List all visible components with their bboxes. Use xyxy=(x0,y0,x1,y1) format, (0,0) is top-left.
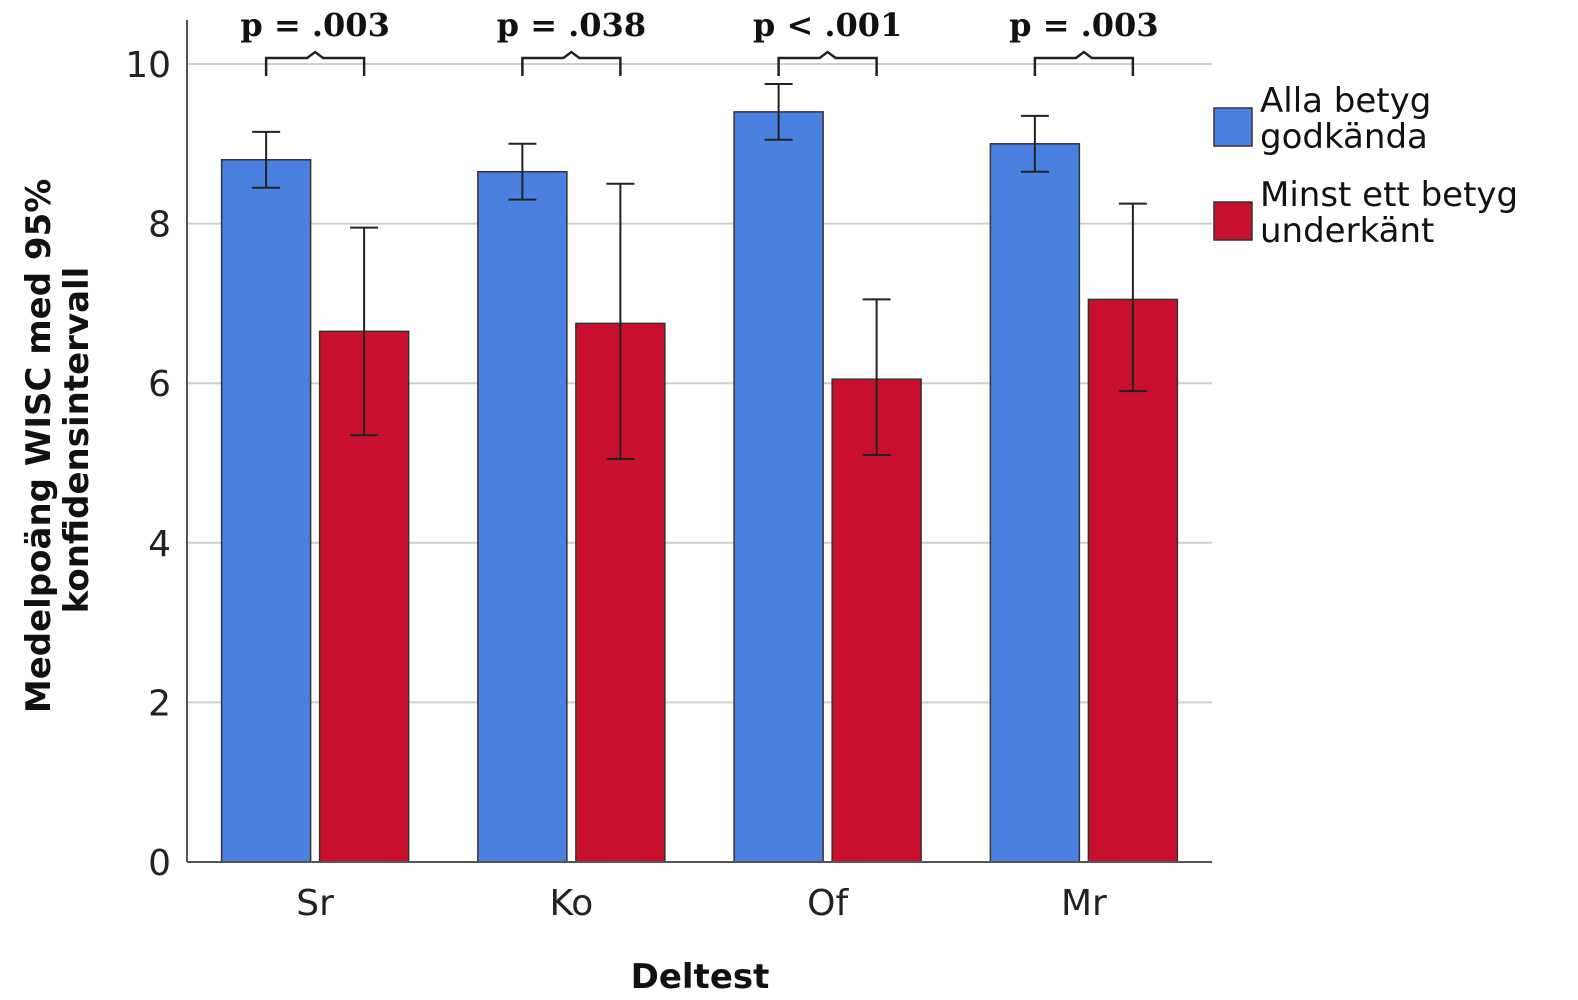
legend-swatch xyxy=(1213,201,1253,241)
p-value-label: p = .003 xyxy=(1009,6,1158,44)
bar xyxy=(733,111,824,863)
x-tick-label: Of xyxy=(807,883,849,924)
y-tick-label: 10 xyxy=(125,45,171,86)
bar xyxy=(989,143,1081,863)
bar xyxy=(220,159,312,863)
x-tick-label: Ko xyxy=(549,883,593,924)
legend-swatch xyxy=(1213,107,1253,147)
legend-label-line: Minst ett betyg xyxy=(1260,175,1518,215)
y-tick-label: 8 xyxy=(148,205,171,246)
y-tick-label: 6 xyxy=(148,364,171,405)
bar xyxy=(1087,298,1179,863)
y-axis-title: Medelpoäng WISC med 95% konfidensinterva… xyxy=(19,167,97,713)
significance-bracket xyxy=(264,50,366,76)
bar xyxy=(477,170,568,863)
legend-label-line: underkänt xyxy=(1260,211,1434,251)
y-tick-label: 2 xyxy=(148,683,171,724)
error-bars xyxy=(252,82,1147,461)
legend-label-line: godkända xyxy=(1260,117,1428,157)
legend-label: Alla betyg godkända xyxy=(1260,81,1431,157)
p-value-label: p = .038 xyxy=(497,6,646,44)
legend-label-line: Alla betyg xyxy=(1260,81,1431,121)
significance-bracket xyxy=(1033,50,1135,76)
x-tick-label: Sr xyxy=(296,883,334,924)
y-axis-title-line-2: konfidensintervall xyxy=(57,267,97,614)
x-axis-title: Deltest xyxy=(631,957,770,997)
significance-bracket xyxy=(777,50,878,76)
axes: 0 2 4 6 8 10 Sr Ko Of Mr xyxy=(125,20,1212,924)
significance-bracket xyxy=(521,50,622,76)
significance-annotations: p = .003 p = .038 p < .001 p = .003 xyxy=(240,6,1159,76)
y-axis-title-line-1: Medelpoäng WISC med 95% xyxy=(19,179,59,713)
legend: Alla betyg godkända Minst ett betyg underkä… xyxy=(1213,81,1518,251)
p-value-label: p = .003 xyxy=(240,6,389,44)
legend-label: Minst ett betyg underkänt xyxy=(1260,175,1518,251)
bars xyxy=(220,111,1179,863)
y-tick-label: 0 xyxy=(148,843,171,884)
p-value-label: p < .001 xyxy=(753,6,902,44)
x-tick-label: Mr xyxy=(1061,883,1107,924)
y-tick-label: 4 xyxy=(148,524,171,565)
